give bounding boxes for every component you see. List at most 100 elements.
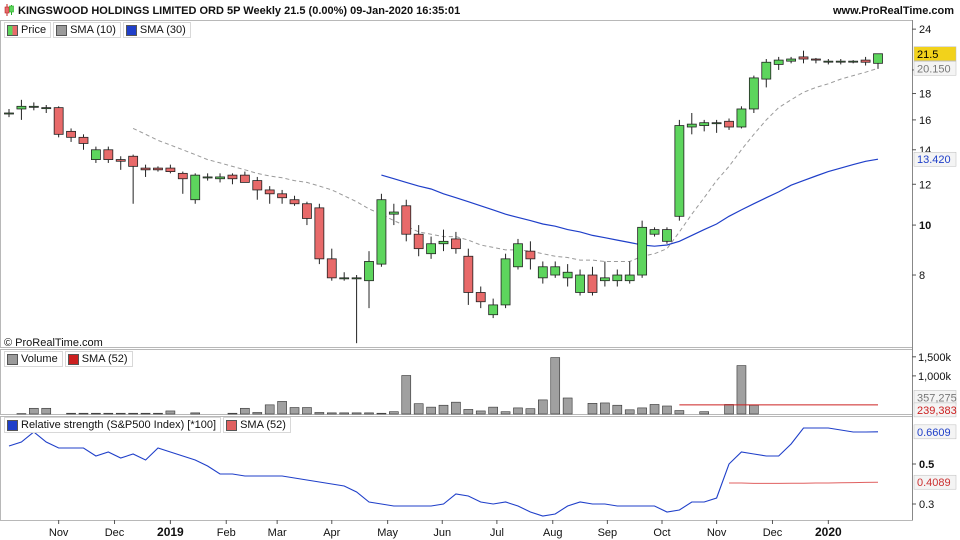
candle bbox=[575, 274, 585, 293]
x-tick-label: Sep bbox=[598, 527, 618, 539]
volume-bar bbox=[326, 412, 337, 415]
volume-bar bbox=[401, 375, 412, 415]
legend-relative-strength[interactable]: Relative strength (S&P500 Index) [*100] bbox=[4, 417, 222, 433]
candle bbox=[91, 149, 101, 160]
volume-bar bbox=[550, 357, 561, 415]
candle bbox=[277, 193, 288, 199]
volume-bar bbox=[227, 412, 238, 415]
candle bbox=[624, 274, 635, 282]
site-link[interactable]: www.ProRealTime.com bbox=[832, 5, 954, 17]
volume-bar bbox=[624, 409, 635, 415]
legend-sma10[interactable]: SMA (10) bbox=[53, 22, 121, 38]
candle bbox=[128, 155, 139, 167]
volume-bar bbox=[662, 405, 672, 415]
volume-bar bbox=[339, 412, 349, 415]
candle bbox=[662, 229, 672, 242]
volume-bar bbox=[190, 412, 201, 415]
volume-bar bbox=[264, 404, 275, 415]
rs-value-badge: 0.6609 bbox=[917, 427, 951, 439]
candlestick-logo-icon bbox=[4, 4, 14, 16]
volume-bar bbox=[612, 404, 623, 415]
legend-volume[interactable]: Volume bbox=[4, 351, 63, 367]
volume-bar bbox=[376, 412, 387, 415]
sma10-value-badge-bg bbox=[913, 61, 957, 76]
volume-bar bbox=[736, 365, 747, 415]
rs-tick-label: 0.3 bbox=[919, 499, 934, 511]
candle bbox=[413, 233, 424, 250]
price-tick-label: 24 bbox=[919, 24, 931, 36]
candle bbox=[599, 277, 610, 282]
sma10-line bbox=[132, 67, 879, 262]
volume-bar bbox=[438, 404, 449, 415]
candle bbox=[177, 172, 188, 180]
rs-sma-line bbox=[729, 481, 879, 484]
volume-bar bbox=[413, 403, 424, 415]
candle bbox=[811, 58, 821, 61]
legend-volume-sma[interactable]: SMA (52) bbox=[64, 351, 133, 367]
candle bbox=[798, 56, 809, 60]
sma30-line bbox=[381, 158, 879, 247]
candle bbox=[773, 59, 784, 65]
candle bbox=[488, 304, 499, 316]
candle bbox=[28, 105, 39, 108]
rs-sma-badge-bg bbox=[913, 474, 957, 490]
volume-bar bbox=[637, 407, 647, 415]
candle bbox=[823, 60, 834, 63]
candle bbox=[227, 174, 238, 180]
candle bbox=[860, 59, 871, 63]
legend-price[interactable]: Price bbox=[4, 22, 52, 38]
volume-bar bbox=[153, 412, 163, 415]
candle bbox=[761, 61, 772, 80]
candle bbox=[587, 274, 598, 293]
volume-bar bbox=[475, 410, 486, 415]
volume-bar bbox=[724, 404, 734, 415]
candle bbox=[302, 203, 312, 219]
volume-sma-swatch-icon bbox=[67, 353, 79, 365]
price-tick-label: 12 bbox=[919, 179, 931, 191]
x-tick-label: May bbox=[377, 527, 398, 539]
rs-swatch-icon bbox=[7, 419, 18, 431]
candle bbox=[115, 159, 126, 162]
instrument-title: KINGSWOOD HOLDINGS LIMITED ORD 5P Weekly… bbox=[18, 5, 461, 17]
sma30-swatch-icon bbox=[125, 24, 137, 36]
volume-bar bbox=[140, 412, 151, 415]
volume-bar bbox=[314, 412, 325, 415]
volume-bar bbox=[364, 412, 374, 415]
sma30-value-badge-bg bbox=[913, 151, 957, 167]
price-tick-label: 18 bbox=[919, 89, 931, 101]
volume-sma-badge-bg bbox=[913, 402, 957, 418]
candle bbox=[339, 277, 350, 280]
candle bbox=[438, 240, 449, 245]
rs-value-badge-bg bbox=[913, 424, 957, 440]
candle bbox=[562, 271, 573, 279]
volume-bar bbox=[351, 412, 362, 415]
candle bbox=[53, 107, 64, 135]
x-tick-label: Mar bbox=[268, 527, 287, 539]
candle bbox=[637, 226, 648, 276]
volume-bar bbox=[91, 412, 101, 415]
candle bbox=[66, 130, 76, 138]
volume-bar bbox=[426, 406, 436, 415]
volume-bar bbox=[463, 409, 474, 415]
candle bbox=[525, 250, 536, 260]
legend-rs-sma[interactable]: SMA (52) bbox=[223, 417, 291, 433]
volume-bar bbox=[488, 406, 498, 415]
volume-bar bbox=[78, 412, 89, 415]
volume-bar bbox=[165, 410, 176, 415]
sma10-swatch-icon bbox=[56, 24, 68, 36]
title-bar: KINGSWOOD HOLDINGS LIMITED ORD 5P Weekly… bbox=[0, 0, 960, 20]
rs-legend: Relative strength (S&P500 Index) [*100] … bbox=[4, 417, 291, 433]
candle bbox=[165, 167, 176, 172]
legend-sma30[interactable]: SMA (30) bbox=[122, 22, 191, 38]
price-legend: Price SMA (10) SMA (30) bbox=[4, 22, 191, 38]
candle bbox=[649, 229, 660, 235]
candle bbox=[190, 174, 201, 201]
candle bbox=[550, 266, 561, 276]
candle bbox=[537, 266, 548, 279]
candle bbox=[264, 189, 275, 195]
candle bbox=[153, 167, 163, 171]
candle bbox=[202, 176, 213, 179]
volume-bar bbox=[513, 407, 523, 415]
x-tick-label: Dec bbox=[105, 527, 125, 539]
rs-sma-swatch-icon bbox=[226, 419, 238, 431]
